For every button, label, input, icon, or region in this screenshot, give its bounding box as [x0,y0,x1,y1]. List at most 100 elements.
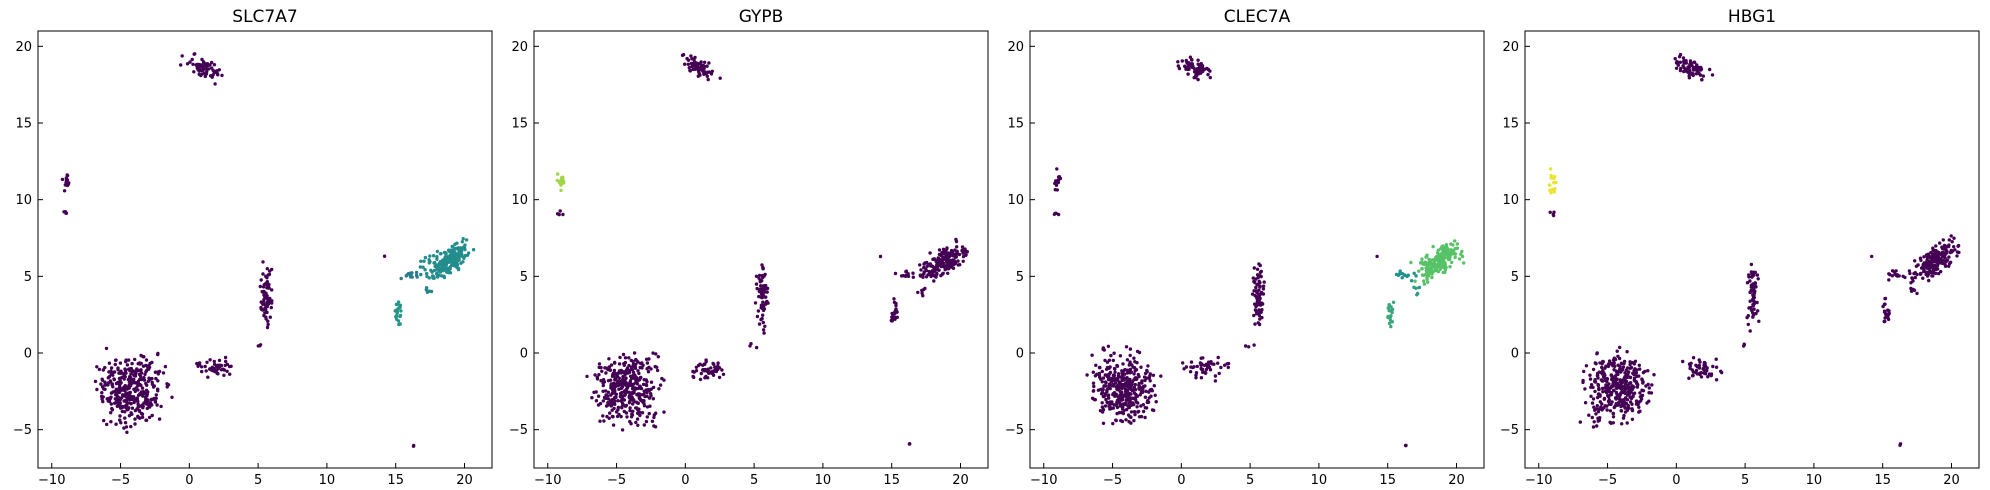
data-point-main-right [701,363,705,367]
data-point-top [1675,60,1679,64]
data-point-left [1547,183,1552,187]
data-point-right-large [435,271,439,275]
data-point-main [1581,380,1585,385]
data-point-top [681,53,686,57]
data-point-main [625,371,629,375]
data-point-top [1192,75,1196,80]
data-point-right-bridge [1397,272,1402,276]
data-point-main [1154,400,1158,404]
data-point-right-large [1925,258,1929,262]
data-point-right-large [947,255,951,259]
data-point-middle-stripe [754,282,759,286]
data-point-main [101,399,105,404]
data-point-middle-stripe [1756,309,1760,313]
data-point-main [641,363,645,367]
data-point-main [1139,365,1143,369]
data-point-main [1615,349,1619,353]
data-point-right-stripe [397,306,402,310]
data-point-right-large [1427,272,1431,276]
data-point-main [1090,353,1094,357]
data-point-main [624,376,628,380]
data-point-top [1186,72,1190,76]
data-point-main [1598,361,1602,365]
data-point-main [645,361,650,365]
data-point-main [1588,377,1593,381]
data-point-middle-stripe [1746,314,1751,318]
data-point-main-right [712,369,716,373]
x-tick-label: −5 [111,473,130,488]
data-point-right-bridge [1894,269,1898,273]
y-tick-label: 0 [520,347,528,362]
data-point-main [1113,367,1117,371]
panel-title: CLEC7A [1224,7,1291,27]
data-point-main [1114,385,1118,389]
data-point-main [1625,406,1630,410]
data-point-main [1143,378,1147,383]
data-point-main [118,361,123,365]
data-point-right-large [929,264,933,268]
data-point-middle-small [1243,344,1248,348]
data-point-main [623,392,627,397]
data-point-isolated-b [412,443,416,448]
data-point-right-large [953,248,957,252]
data-point-main [1605,379,1609,384]
data-point-main [1624,379,1629,384]
data-point-main [632,351,637,355]
data-point-main [1133,412,1137,417]
data-point-top [1208,75,1213,80]
data-point-main [1135,349,1140,354]
data-point-main-right [1226,361,1231,366]
data-point-main [1129,370,1134,374]
data-point-top [1681,56,1686,60]
data-point-main-right [1697,363,1702,368]
data-point-main [1608,420,1612,424]
data-point-middle-stripe [1751,315,1755,319]
data-point-right-large [431,274,435,279]
data-point-main [1616,393,1620,398]
data-point-main [593,373,597,377]
data-point-main [109,420,113,424]
data-point-right-large [1455,242,1460,246]
data-point-middle-stripe [766,301,770,305]
data-point-main [142,378,147,382]
data-point-main [1625,421,1629,425]
data-point-main [134,369,138,373]
data-point-right-large [936,257,940,261]
data-point-main [610,391,614,396]
data-point-main [603,366,607,370]
data-point-main [607,416,611,420]
data-point-left [555,178,559,183]
data-point-main-right [1681,359,1685,364]
data-point-left [1056,175,1061,179]
data-point-right-large [931,269,935,273]
data-point-main-right [1719,369,1723,373]
data-point-main [637,407,641,411]
data-point-main [1091,370,1096,374]
data-point-top [179,63,183,67]
data-point-right-stripe [890,316,894,321]
y-tick-label: 0 [1511,347,1519,362]
data-point-right-bridge [911,271,915,275]
data-point-main [1119,375,1123,379]
data-point-middle-stripe [267,272,272,277]
data-point-right-stripe [398,314,402,319]
data-point-main [110,406,114,411]
data-point-middle-stripe [757,322,762,326]
data-point-main [640,399,644,404]
data-point-right-large [941,247,946,251]
x-tick-label: −5 [1103,473,1122,488]
data-point-right-large [957,252,962,257]
data-point-middle-stripe [1254,277,1258,281]
data-point-main [100,377,104,381]
data-point-left [65,173,69,177]
data-point-left [1548,188,1552,192]
data-point-main [145,406,149,411]
data-point-main [1625,350,1629,354]
data-point-main [1119,418,1123,423]
data-point-top [689,54,693,58]
data-point-main [1592,420,1596,424]
data-point-main-right [1697,358,1701,362]
data-point-main [1140,379,1144,383]
data-point-main [1588,373,1592,377]
x-tick-label: 0 [1672,473,1680,488]
